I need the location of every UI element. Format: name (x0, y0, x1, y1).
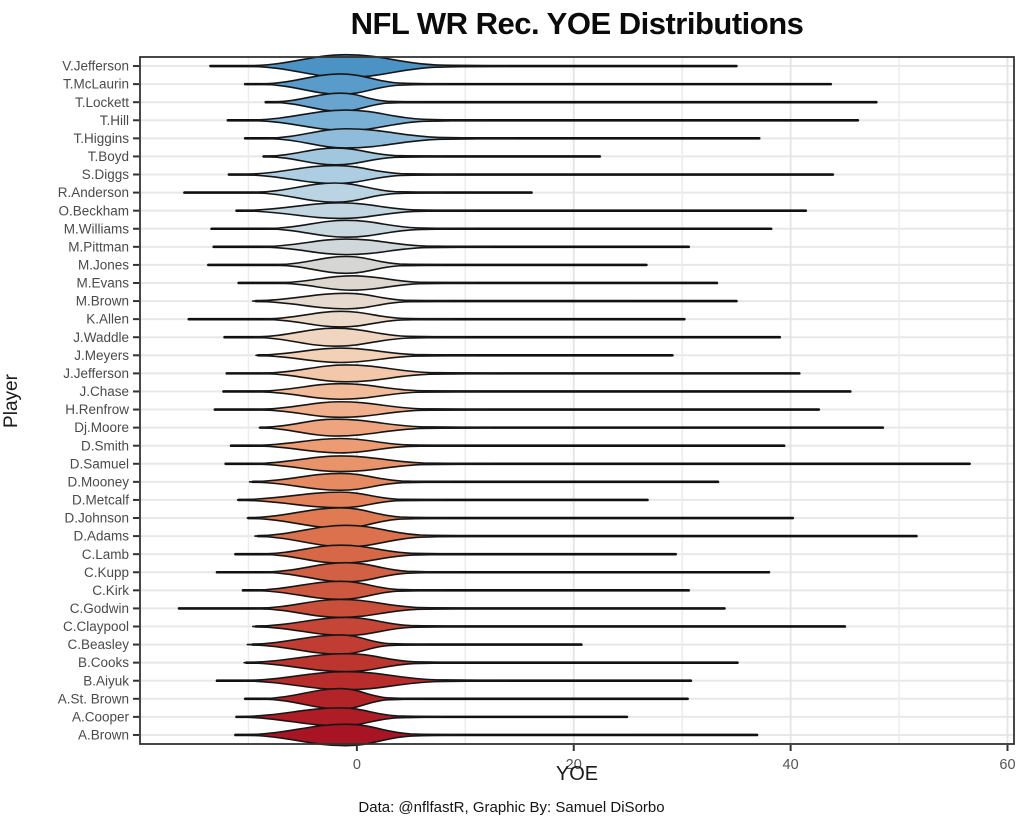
violin-m-brown (251, 292, 454, 310)
player-tick-label: A.St. Brown (58, 691, 129, 706)
violin-h-renfrow (257, 400, 487, 419)
player-tick-label: M.Pittman (68, 239, 129, 254)
player-tick-label: M.Evans (76, 276, 129, 291)
violin-j-waddle (253, 327, 467, 348)
violin-d-smith (251, 437, 464, 454)
player-tick-label: T.Boyd (88, 149, 129, 164)
violin-j-chase (255, 382, 482, 401)
player-tick-label: H.Renfrow (65, 402, 129, 417)
player-tick-label: O.Beckham (58, 203, 129, 218)
x-tick-label: 40 (783, 757, 799, 773)
violin-a-brown (243, 723, 464, 747)
violin-d-samuel (251, 455, 493, 473)
player-tick-label: D.Samuel (70, 456, 129, 471)
violin-m-evans (276, 274, 476, 291)
player-tick-label: D.Adams (73, 529, 129, 544)
player-tick-label: J.Meyers (74, 348, 129, 363)
player-tick-label: R.Anderson (58, 185, 129, 200)
chart-title: NFL WR Rec. YOE Distributions (350, 6, 804, 41)
y-axis-label: Player (1, 374, 22, 428)
x-tick-label: 20 (566, 757, 582, 773)
violin-r-anderson (251, 182, 445, 203)
player-tick-label: J.Chase (79, 384, 129, 399)
player-tick-label: B.Aiyuk (83, 673, 129, 688)
player-tick-label: M.Jones (78, 258, 129, 273)
player-tick-label: T.Hill (100, 113, 129, 128)
x-axis-label: YOE (555, 763, 599, 785)
violin-j-jefferson (260, 364, 499, 383)
player-tick-label: C.Kirk (92, 583, 129, 598)
player-tick-label: T.Higgins (73, 131, 129, 146)
violin-j-meyers (255, 347, 476, 364)
player-tick-label: A.Cooper (72, 709, 130, 724)
player-tick-label: M.Williams (64, 221, 129, 236)
player-tick-label: V.Jefferson (62, 59, 129, 74)
panel-background (140, 57, 1014, 744)
player-tick-label: D.Metcalf (72, 493, 129, 508)
violin-o-beckham (241, 202, 476, 220)
player-tick-label: C.Beasley (67, 637, 129, 652)
player-tick-label: C.Lamb (82, 547, 129, 562)
player-tick-label: J.Waddle (73, 330, 129, 345)
player-tick-label: J.Jefferson (63, 366, 129, 381)
x-tick-label: 0 (353, 757, 361, 773)
player-tick-label: C.Godwin (70, 601, 129, 616)
player-tick-label: K.Allen (86, 312, 129, 327)
violin-m-pittman (260, 238, 493, 256)
x-tick-label: 60 (999, 757, 1015, 773)
player-tick-label: M.Brown (76, 294, 129, 309)
violin-dj-moore (258, 418, 493, 437)
violin-m-williams (266, 219, 476, 238)
player-tick-label: C.Kupp (84, 565, 129, 580)
player-tick-label: T.McLaurin (63, 77, 129, 92)
chart-caption: Data: @nflfastR, Graphic By: Samuel DiSo… (358, 799, 665, 816)
panel-border (139, 56, 1015, 745)
violin-d-mooney (248, 472, 454, 492)
violin-k-allen (263, 310, 454, 328)
player-tick-label: D.Johnson (64, 511, 129, 526)
player-tick-label: Dj.Moore (74, 420, 129, 435)
player-tick-label: B.Cooks (78, 655, 129, 670)
player-tick-label: D.Smith (81, 438, 129, 453)
player-tick-label: D.Mooney (67, 474, 129, 489)
player-tick-label: S.Diggs (82, 167, 130, 182)
player-tick-label: A.Brown (78, 728, 129, 743)
violin-m-jones (274, 255, 445, 275)
player-tick-label: T.Lockett (75, 95, 129, 110)
player-tick-label: C.Claypool (63, 619, 129, 634)
